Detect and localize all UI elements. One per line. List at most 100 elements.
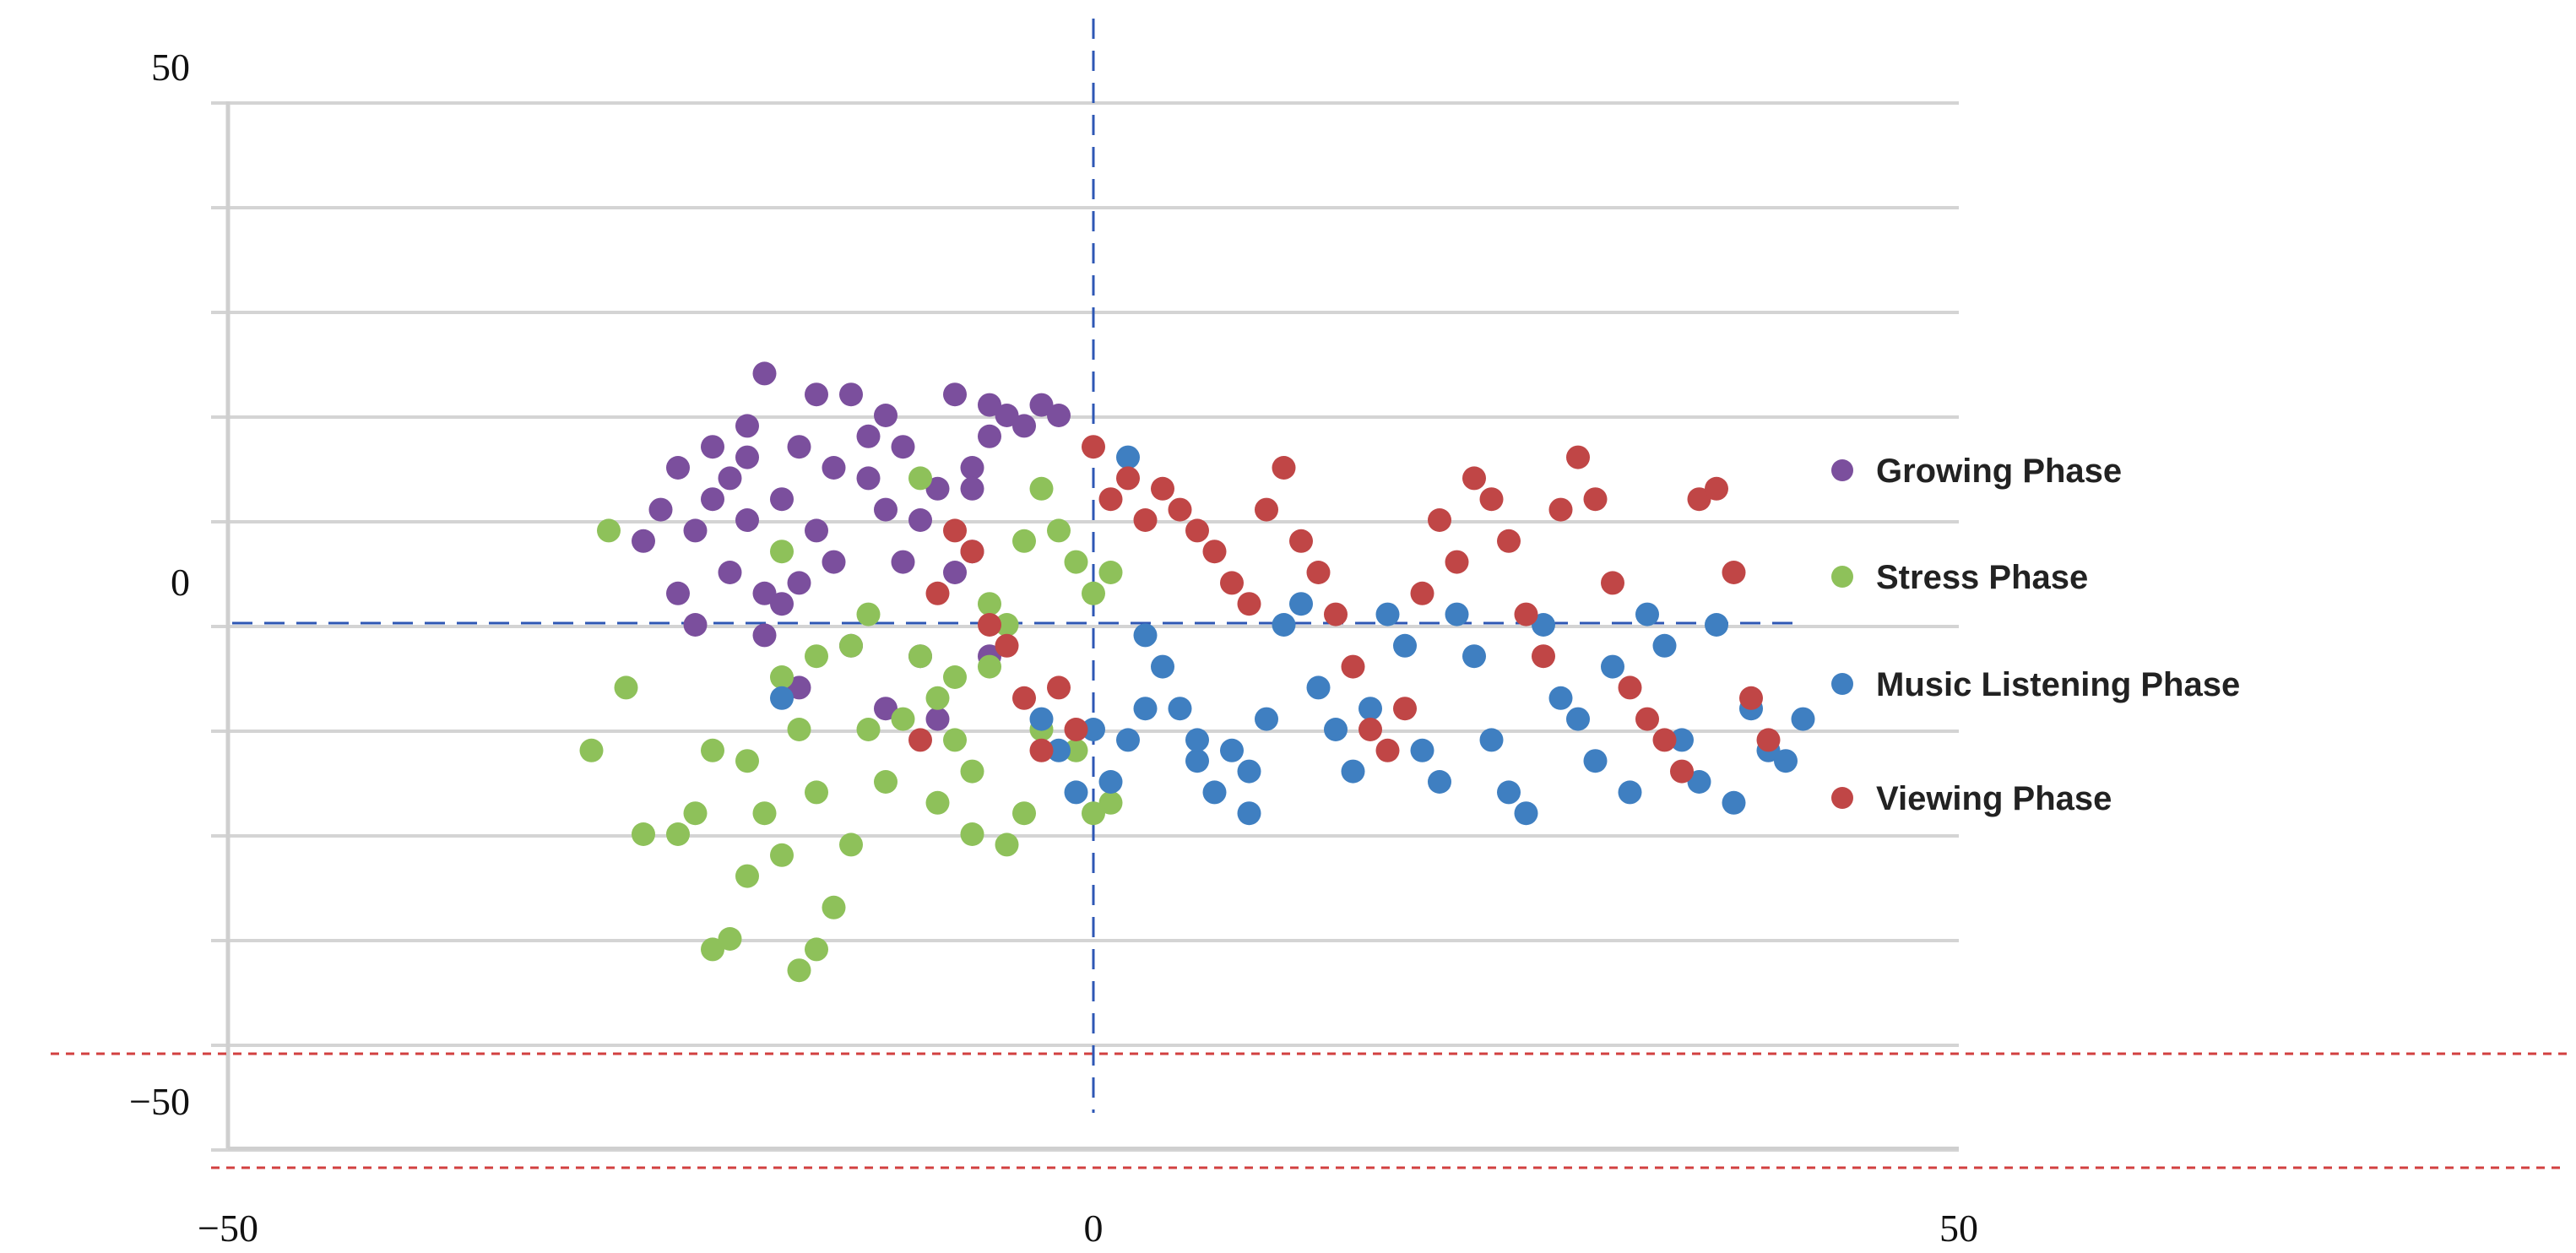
data-point <box>1479 487 1504 512</box>
data-point <box>787 958 811 983</box>
data-point <box>874 770 898 794</box>
data-point <box>1202 540 1227 564</box>
data-point <box>1012 529 1036 553</box>
data-point <box>1255 497 1278 522</box>
data-point <box>1306 561 1331 584</box>
data-point <box>1237 801 1261 826</box>
data-point <box>1670 759 1694 784</box>
data-point <box>839 633 863 658</box>
data-point <box>856 602 881 626</box>
legend: Growing Phase Stress Phase Music Listening… <box>1831 453 2240 817</box>
data-point <box>995 613 1019 637</box>
data-point <box>1687 487 1711 512</box>
legend-marker <box>1831 459 1853 481</box>
data-point <box>1082 435 1105 459</box>
data-point <box>1445 602 1469 626</box>
x-tick-label: −50 <box>198 1207 258 1250</box>
legend-item: Music Listening Phase <box>1831 666 2240 703</box>
data-point <box>718 927 742 951</box>
data-point <box>1652 633 1677 658</box>
data-point <box>943 561 967 584</box>
y-tick-label: 50 <box>151 46 190 89</box>
data-point <box>1168 697 1192 721</box>
data-point <box>1255 707 1278 731</box>
legend-item: Viewing Phase <box>1831 780 2112 817</box>
axes <box>51 101 2567 1169</box>
data-point <box>1670 728 1694 752</box>
data-point <box>683 801 708 826</box>
data-point <box>1479 728 1504 752</box>
data-point <box>960 822 984 846</box>
data-point <box>908 466 932 491</box>
series-viewing-phase <box>908 435 1781 784</box>
data-point <box>1064 738 1088 762</box>
data-point <box>1739 686 1763 710</box>
data-point <box>1082 718 1105 741</box>
data-point <box>1548 497 1573 522</box>
data-point <box>995 404 1019 427</box>
data-point <box>770 540 794 564</box>
data-point <box>683 518 708 543</box>
data-point <box>735 445 759 469</box>
legend-item: Stress Phase <box>1831 559 2088 596</box>
data-point <box>1635 707 1659 731</box>
data-point <box>1116 445 1140 469</box>
data-point <box>1289 529 1313 553</box>
data-point <box>1462 644 1486 669</box>
data-point <box>1548 686 1573 710</box>
data-point <box>666 581 690 605</box>
data-point <box>1514 801 1538 826</box>
data-point <box>925 707 950 731</box>
data-point <box>614 675 638 700</box>
legend-marker <box>1831 566 1853 588</box>
x-tick-label: 50 <box>1939 1207 1978 1250</box>
data-point <box>701 738 724 762</box>
y-tick-label: −50 <box>129 1080 190 1123</box>
data-point <box>891 550 915 574</box>
data-point <box>1306 675 1331 700</box>
data-point <box>1705 476 1728 501</box>
data-point <box>787 675 811 700</box>
data-point <box>978 654 1001 679</box>
data-point <box>978 592 1001 616</box>
data-point <box>718 561 742 584</box>
data-point <box>666 822 690 846</box>
data-point <box>1324 718 1348 741</box>
data-point <box>839 833 863 857</box>
data-point <box>805 937 828 962</box>
data-point <box>1532 613 1555 637</box>
data-point <box>908 508 932 532</box>
data-point <box>770 843 794 867</box>
data-point <box>925 476 950 501</box>
data-point <box>822 895 846 919</box>
data-point <box>1116 728 1140 752</box>
data-point <box>1029 738 1054 762</box>
data-point <box>770 665 794 689</box>
data-point <box>1098 770 1123 794</box>
data-point <box>1082 801 1105 826</box>
data-point <box>1064 718 1088 741</box>
data-point <box>1098 487 1123 512</box>
data-point <box>874 404 898 427</box>
data-point <box>1098 790 1123 815</box>
data-point <box>683 613 708 637</box>
data-point <box>1133 623 1158 648</box>
data-point <box>648 497 673 522</box>
data-point <box>1012 414 1036 438</box>
data-point <box>1341 654 1365 679</box>
data-point <box>718 466 742 491</box>
data-point <box>752 581 777 605</box>
data-point <box>735 749 759 773</box>
data-point <box>1151 654 1174 679</box>
data-point <box>1375 602 1400 626</box>
data-point <box>1410 581 1434 605</box>
data-point <box>1168 497 1192 522</box>
data-point <box>1601 654 1624 679</box>
data-point <box>856 424 881 448</box>
data-point <box>805 518 828 543</box>
data-point <box>597 518 621 543</box>
data-point <box>1082 581 1105 605</box>
y-tick-label: 0 <box>171 561 190 604</box>
data-point <box>1133 508 1158 532</box>
data-point <box>960 540 984 564</box>
